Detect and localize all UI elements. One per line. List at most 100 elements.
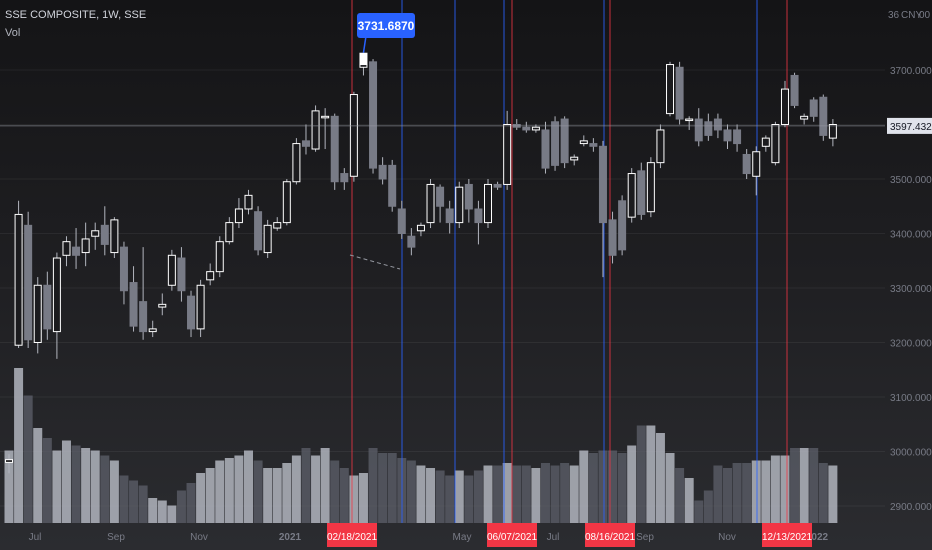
price-axis-currency-suffix: 00 xyxy=(919,10,931,21)
volume-bar xyxy=(234,455,244,523)
volume-bar xyxy=(215,460,225,523)
candle-body xyxy=(292,143,301,183)
volume-bar xyxy=(109,460,119,523)
volume-bar xyxy=(665,453,675,523)
volume-bar xyxy=(205,468,215,523)
candle-body xyxy=(244,194,253,210)
dashed-trend-line xyxy=(349,254,401,270)
candle-body xyxy=(407,235,416,248)
crosshair-price-label: 3597.4321 xyxy=(890,122,932,133)
candle xyxy=(321,108,330,150)
candle xyxy=(91,222,100,250)
candle xyxy=(637,162,646,220)
volume-bar xyxy=(675,468,685,523)
volume-bar xyxy=(100,455,110,523)
candle-body xyxy=(43,284,52,330)
candle-body xyxy=(206,271,215,281)
candle xyxy=(646,157,655,218)
time-axis-label: Sep xyxy=(636,532,654,543)
candle xyxy=(206,263,215,286)
candle-body xyxy=(800,115,809,120)
volume-bar xyxy=(655,433,665,523)
candle xyxy=(742,149,751,179)
candle-body xyxy=(742,153,751,175)
candle-body xyxy=(397,208,406,235)
candle-body xyxy=(455,186,464,224)
candle-body xyxy=(531,126,540,131)
volume-bar xyxy=(406,460,416,523)
volume-bar xyxy=(761,460,771,523)
candle xyxy=(809,97,818,122)
candle xyxy=(541,121,550,174)
candle xyxy=(43,271,52,340)
candle-body xyxy=(474,208,483,224)
candle xyxy=(608,211,617,264)
time-axis-label: Nov xyxy=(718,532,736,543)
candle xyxy=(723,124,732,150)
candle xyxy=(522,121,531,133)
candle-body xyxy=(187,295,196,330)
candle xyxy=(177,247,186,302)
candle-body xyxy=(225,222,234,243)
candle-body xyxy=(713,118,722,131)
candle-body xyxy=(627,173,636,218)
date-tag-box xyxy=(585,523,635,547)
volume-bar xyxy=(694,500,704,523)
candle xyxy=(474,200,483,245)
candle-body xyxy=(675,66,684,120)
volume-bar xyxy=(723,468,732,523)
candle-body xyxy=(685,118,694,122)
volume-bar xyxy=(320,448,330,523)
candle-body xyxy=(273,222,282,229)
candle xyxy=(752,146,761,196)
candle-body xyxy=(72,246,81,256)
candle-body xyxy=(369,61,378,169)
candle-body xyxy=(493,183,502,188)
candle-body xyxy=(52,257,61,333)
candle-body xyxy=(598,145,607,224)
volume-bar xyxy=(818,463,828,523)
candle-body xyxy=(311,110,320,150)
time-axis-label: Jul xyxy=(547,532,560,543)
volume-bar xyxy=(71,445,81,523)
candle xyxy=(560,116,569,169)
volume-bar xyxy=(608,450,618,523)
candle-body xyxy=(81,238,90,254)
volume-bar xyxy=(52,450,62,523)
time-axis[interactable]: Jul Sep Nov 2021 May Jul Sep Nov 2022 02/18/2021 0… xyxy=(29,523,829,547)
volume-bar xyxy=(138,485,148,523)
volume-label[interactable]: Vol xyxy=(5,27,21,39)
price-axis-currency-prefix: 36 xyxy=(888,10,900,21)
date-tag: 06/07/2021 xyxy=(487,523,537,547)
time-axis-label: Sep xyxy=(107,532,125,543)
candles xyxy=(5,52,837,474)
candle-body xyxy=(321,115,330,119)
candle-body xyxy=(359,64,368,68)
candle-body xyxy=(819,96,828,136)
candle xyxy=(780,80,789,128)
volume-bar xyxy=(4,450,14,523)
candle-body xyxy=(100,224,109,245)
volume-bar xyxy=(569,465,579,523)
candle xyxy=(589,138,598,152)
volume-bar xyxy=(780,455,790,523)
candle xyxy=(119,241,128,305)
price-tick-label: 3700.0000 xyxy=(890,66,932,77)
candle-body xyxy=(234,208,243,224)
price-tick-label: 2900.0000 xyxy=(890,502,932,513)
candle xyxy=(158,293,167,316)
candle-body xyxy=(388,164,397,207)
date-tag-label: 06/07/2021 xyxy=(487,532,537,543)
candle xyxy=(579,135,588,147)
volume-bar xyxy=(809,448,819,523)
symbol-title[interactable]: SSE COMPOSITE, 1W, SSE xyxy=(5,9,147,21)
candle-body xyxy=(282,181,291,224)
candle xyxy=(464,179,473,223)
candle-body xyxy=(828,124,837,139)
candle xyxy=(397,200,406,239)
date-tag-box xyxy=(487,523,537,547)
volume-bar xyxy=(770,455,780,523)
price-axis[interactable]: 36CNY003700.00003600.00003500.00003400.0… xyxy=(887,10,932,513)
candle-body xyxy=(119,246,128,292)
